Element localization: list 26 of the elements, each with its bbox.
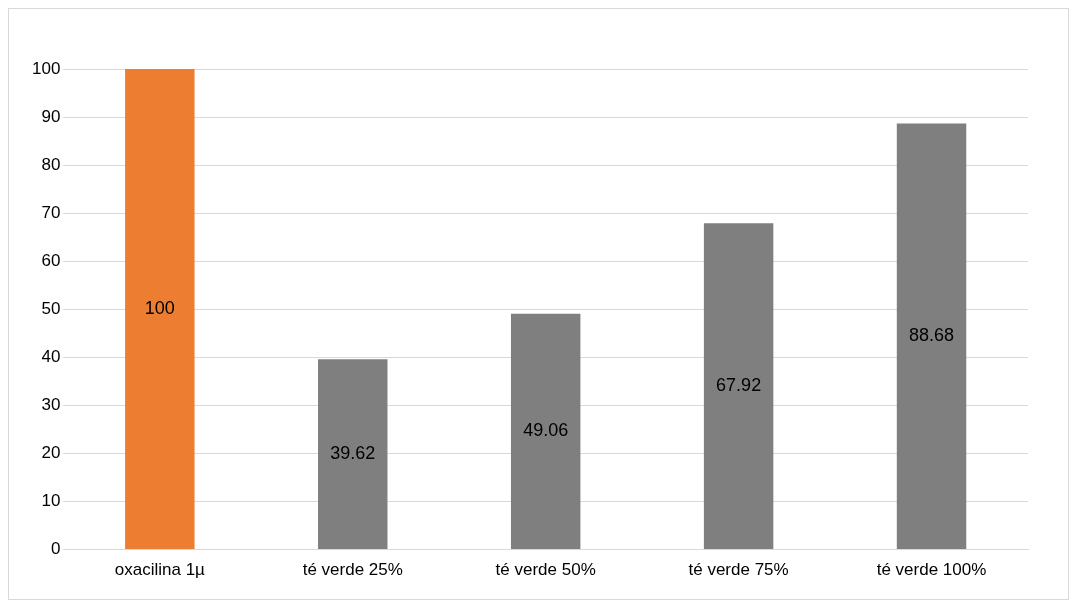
x-tick-label: oxacilina 1µ	[114, 560, 206, 580]
data-label: 100	[144, 298, 175, 319]
y-tick-label: 70	[41, 202, 61, 222]
y-tick-label: 40	[41, 347, 61, 367]
x-tick-label: té verde 75%	[688, 560, 789, 580]
bar	[125, 69, 195, 550]
y-tick-label: 20	[41, 443, 61, 463]
data-label: 49.06	[523, 420, 569, 441]
bar	[896, 123, 967, 550]
data-label: 88.68	[909, 325, 955, 346]
y-tick-label: 60	[41, 250, 61, 270]
bar	[703, 223, 774, 550]
bar	[318, 359, 388, 550]
bar	[510, 313, 581, 550]
y-tick-label: 30	[41, 395, 61, 415]
y-tick-label: 0	[50, 539, 61, 559]
y-tick-label: 100	[31, 58, 61, 78]
x-tick-label: té verde 25%	[302, 560, 403, 580]
y-tick-label: 90	[41, 106, 61, 126]
y-tick-label: 10	[41, 491, 61, 511]
y-tick-label: 80	[41, 154, 61, 174]
y-tick-label: 50	[41, 298, 61, 318]
x-tick-label: té verde 100%	[876, 560, 987, 580]
x-tick-label: té verde 50%	[495, 560, 596, 580]
data-label: 67.92	[716, 375, 762, 396]
data-label: 39.62	[330, 443, 376, 464]
